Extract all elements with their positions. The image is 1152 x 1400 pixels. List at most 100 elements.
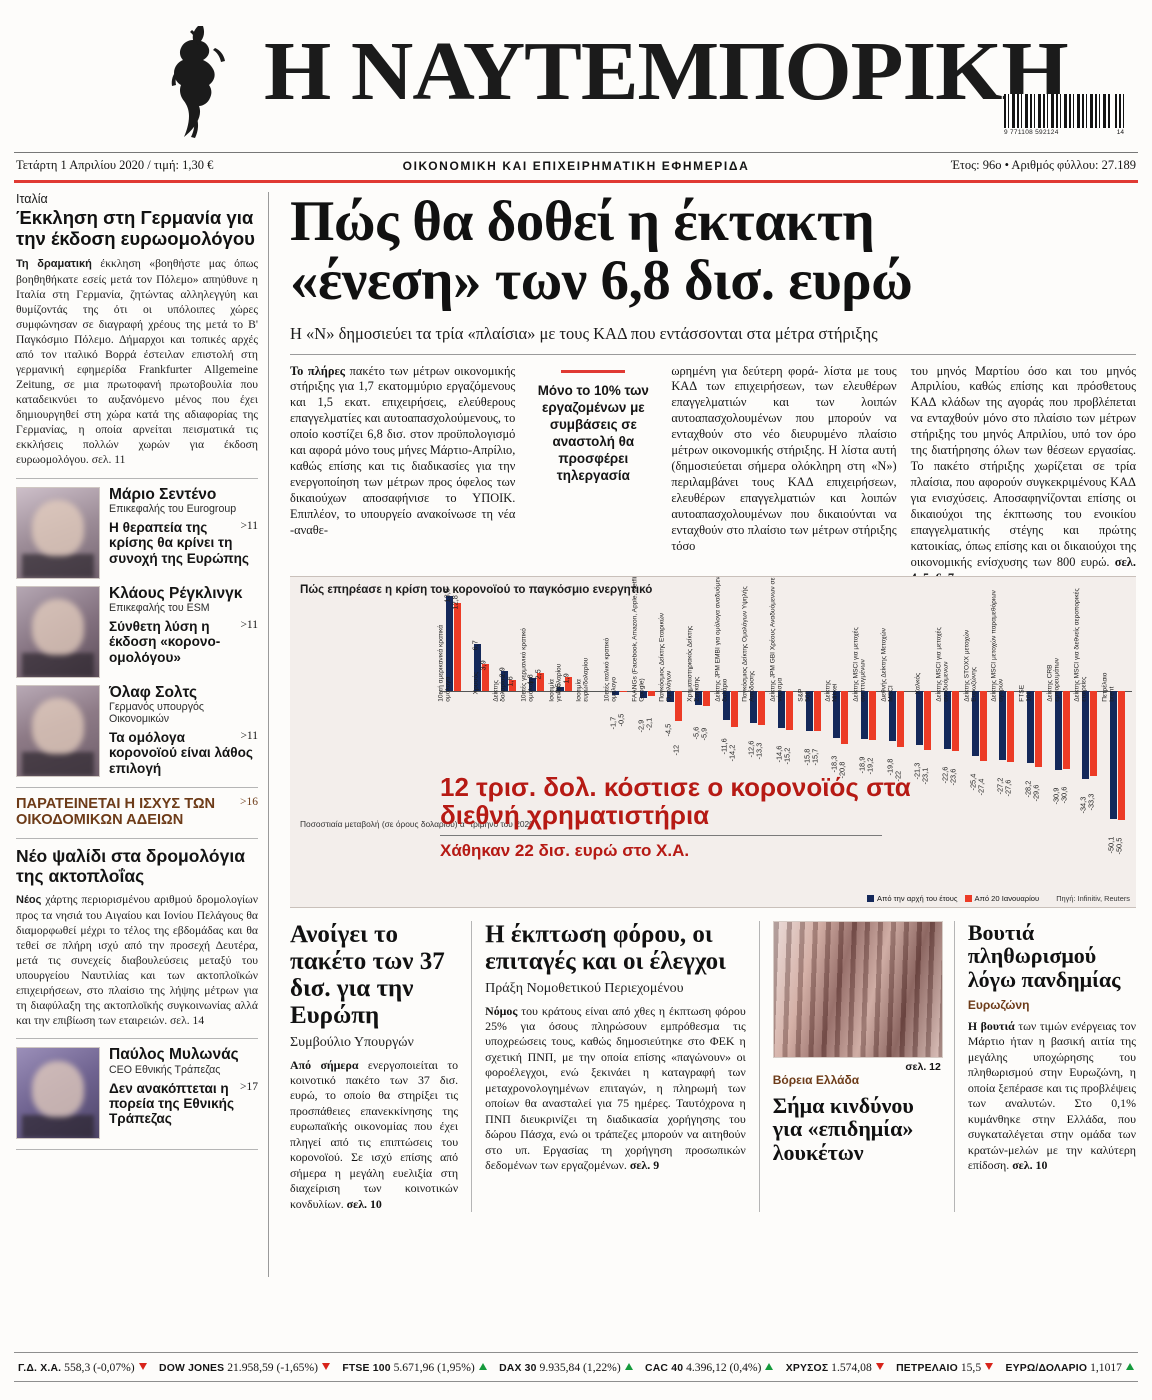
divider <box>16 1149 258 1151</box>
chart-bar <box>1118 690 1126 821</box>
issue-info: Έτος: 96ο • Αριθμός φύλλου: 27.189 <box>951 158 1136 172</box>
chart-bar <box>1090 690 1098 777</box>
ferry-lede: Νέος <box>16 894 42 907</box>
chart-overlay-sub: Χάθηκαν 22 δισ. ευρώ στο Χ.Α. <box>440 840 690 860</box>
article-tax-discount[interactable]: Η έκπτωση φόρου, οι επιταγές και οι έλεγ… <box>485 921 746 1213</box>
chart-bar <box>564 677 572 691</box>
chart-bar <box>1082 690 1090 779</box>
page-ref[interactable]: σελ. 12 <box>905 1060 941 1073</box>
masthead: Η ΝΑΥΤΕΜΠΟΡΙΚΗ 9 771108 592124 14 <box>14 0 1138 150</box>
chart-value-label: 2,5 <box>533 669 543 680</box>
chart-bar-group: -34,3 -33,3 Δείκτης MSCI για διεθνείς αερο… <box>1074 581 1105 871</box>
chart-bar <box>501 670 509 691</box>
chart-bar <box>1054 690 1062 770</box>
ticker-item[interactable]: DAX 30 9.935,84 (1,22%) <box>499 1361 633 1374</box>
chart-note: Ποσοστιαία μεταβολή (σε όρους δολαρίου) … <box>300 818 534 829</box>
chart-bar-group: -14,6 -15,2 Δείκτης JPM GBI Χρέους Αναδυόμ… <box>769 577 800 871</box>
chart-bar <box>1035 690 1043 767</box>
page-title: Πώς θα δοθεί η έκτακτη «ένεση» των 6,8 δ… <box>290 192 1136 311</box>
article-subtitle: Πράξη Νομοθετικού Περιεχομένου <box>485 980 684 996</box>
avatar <box>16 585 100 678</box>
ticker-item[interactable]: ΕΥΡΩ/ΔΟΛΑΡΙΟ 1,1017 <box>1005 1361 1134 1374</box>
chart-category-label: Παγκόσμιος Δείκτης Ομολόγων Υψηλής Απόδοσ… <box>741 585 756 702</box>
chart-bar <box>758 690 766 725</box>
article-eu-package[interactable]: Ανοίγει το πακέτο των 37 δισ. για την Ευ… <box>290 921 458 1213</box>
page-ref[interactable]: >11 <box>240 729 258 742</box>
ticker-item[interactable]: ΧΡΥΣΟΣ 1.574,08 <box>786 1361 884 1374</box>
sidebar-person-regling[interactable]: Κλάους Ρέγκλινγκ Επικεφαλής του ESM >11 Σ… <box>16 585 258 678</box>
avatar <box>16 684 100 777</box>
sidebar-ferry-article[interactable]: Νέο ψαλίδι στα δρομολόγια της ακτοπλοΐας… <box>16 846 258 1028</box>
chart-bar <box>722 690 730 721</box>
chart-category-label: Χαλκός <box>915 672 922 694</box>
chart-bar <box>619 690 627 692</box>
ticker-item[interactable]: ΠΕΤΡΕΛΑΙΟ 15,5 <box>896 1361 994 1374</box>
chart-category-label: FTSE 100 <box>1018 684 1033 702</box>
chart-bar-group: 0,5 1,9 Ισοτιμία γεν/δολαρίου <box>547 581 579 871</box>
main-content: Πώς θα δοθεί η έκτακτη «ένεση» των 6,8 δ… <box>290 192 1136 1213</box>
chart-category-label: Δείκτης STOXX μετοχών Ευρωζώνης <box>962 629 978 702</box>
chart-bar-group: -4,5 -12 Παγκόσμιος Δείκτης Εταιρικών Ομολό… <box>659 581 689 871</box>
pullquote-rule <box>561 369 626 373</box>
ticker-item[interactable]: Γ.Δ. Χ.Α. 558,3 (-0,07%) <box>18 1361 147 1374</box>
page-ref[interactable]: >17 <box>240 1080 258 1093</box>
person-name: Όλαφ Σολτς <box>109 683 198 701</box>
date-price: Τετάρτη 1 Απριλίου 2020 / τιμή: 1,30 € <box>16 158 214 172</box>
chart-bar-group: -19,8 -22 Διεθνής Δείκτης Μετοχών MSCI <box>879 581 911 871</box>
chart-category-label: S&P 500 <box>796 688 812 702</box>
article-title: Σήμα κινδύνου για «επιδημία» λουκέτων <box>772 1092 914 1166</box>
page-ref[interactable]: σελ. 9 <box>629 1158 660 1173</box>
chart-bar <box>528 678 536 691</box>
chart-bar <box>536 673 544 691</box>
chart-category-label: Πετρέλαιο brent <box>1101 672 1116 702</box>
sidebar-lead-article[interactable]: Ιταλία Έκκληση στη Γερμανία για την έκδο… <box>16 192 258 468</box>
chart-category-label: Δείκτης δολαρίου <box>492 674 507 702</box>
person-headline: >11 Τα ομόλογα κορονοϊού είναι λάθος επιλ… <box>109 729 258 776</box>
page-ref[interactable]: σελ. 10 <box>346 1196 382 1211</box>
pullquote-text: Μόνο το 10% των εργαζομένων με συμβάσεις… <box>537 382 649 484</box>
sidebar-person-scholz[interactable]: Όλαφ Σολτς Γερμανός υπουργός Οικονομικών… <box>16 683 258 777</box>
chart-value-label: -15,2 <box>782 747 792 765</box>
chart-value-label: -5,9 <box>699 727 709 741</box>
sidebar-person-centeno[interactable]: Μάριο Σεντένο Επικεφαλής του Eurogroup >… <box>16 486 258 579</box>
headline-line-2: «ένεση» των 6,8 δισ. ευρώ <box>290 249 913 313</box>
chart-bar <box>1027 690 1035 764</box>
chart-bar <box>1007 690 1015 762</box>
sidebar-person-mylonas[interactable]: Παύλος Μυλωνάς CEO Εθνικής Τράπεζας >17 Δ… <box>16 1046 258 1140</box>
page-ref[interactable]: σελ. 10 <box>1012 1158 1048 1172</box>
chart-category-label: Δείκτης MSCI μετοχών παραμεθόριων αγορών <box>990 589 1006 702</box>
chart-bar <box>445 595 453 691</box>
red-rule <box>14 180 1138 183</box>
chart-category-label: Διεθνής Δείκτης Μετοχών MSCI <box>879 627 895 702</box>
chart-bar-group: -18,9 -19,2 Δείκτης MSCI για μετοχές ανεπτυ… <box>852 581 883 871</box>
pullquote: Μόνο το 10% των εργαζομένων με συμβάσεις… <box>529 364 657 564</box>
divider <box>471 920 473 1213</box>
page-ref[interactable]: >11 <box>240 519 258 532</box>
chart-bar <box>999 690 1007 761</box>
person-headline: >11 Η θεραπεία της κρίσης θα κρίνει τη συ… <box>109 519 258 566</box>
sidebar: Ιταλία Έκκληση στη Γερμανία για την έκδο… <box>16 192 269 1277</box>
page-ref[interactable]: >16 <box>240 795 258 808</box>
chart-value-label: -50,5 <box>1114 838 1124 855</box>
chart-category-label: Ισοτιμία γεν/δολαρίου <box>547 663 563 702</box>
chart-value-label: -14,2 <box>727 744 737 762</box>
chart-bar <box>675 690 683 722</box>
article-inflation-dive[interactable]: Βουτιά πληθωρισμού λόγω πανδημίας Ευρωζώ… <box>968 920 1136 1213</box>
ticker-item[interactable]: CAC 40 4.396,12 (0,4%) <box>645 1361 774 1374</box>
ticker-item[interactable]: FTSE 100 5.671,96 (1,95%) <box>342 1361 487 1374</box>
article-body: Νόμος του κράτους είναι από χθες η έκπτω… <box>485 1003 746 1173</box>
chart-bar <box>888 690 896 742</box>
chart-bar-group: -2,9 -2,1 FAANGs (Facebook, Amazon, Apple,… <box>631 577 662 871</box>
chart-bar-group: -25,4 -27,4 Δείκτης STOXX μετοχών Ευρωζώνης <box>962 581 994 871</box>
chart-value-label: -27,6 <box>1003 779 1013 797</box>
chart-category-label: Χρηματιστηριακός Δείκτης Σαγκάης <box>686 625 701 702</box>
chart-bar <box>667 690 675 703</box>
chart-bar-group: 13,8 12,8 10ετή αμερικανικά κρατικά ομόλογα <box>437 581 468 871</box>
chart-bar <box>805 690 813 732</box>
article-shutters-epidemic[interactable]: σελ. 12 Βόρεια Ελλάδα Σήμα κινδύνου για … <box>772 920 943 1213</box>
sidebar-permits-teaser[interactable]: >16 ΠΑΡΑΤΕΙΝΕΤΑΙ Η ΙΣΧΥΣ ΤΩΝ ΟΙΚΟΔΟΜΙΚΩΝ … <box>16 796 258 829</box>
chart-coronavirus-asset-impact: Πώς επηρέασε η κρίση του κορονοϊού το πα… <box>290 575 1136 908</box>
ticker-item[interactable]: DOW JONES 21.958,59 (-1,65%) <box>159 1361 330 1374</box>
chart-bar <box>971 690 979 756</box>
page-ref[interactable]: >11 <box>240 618 258 631</box>
